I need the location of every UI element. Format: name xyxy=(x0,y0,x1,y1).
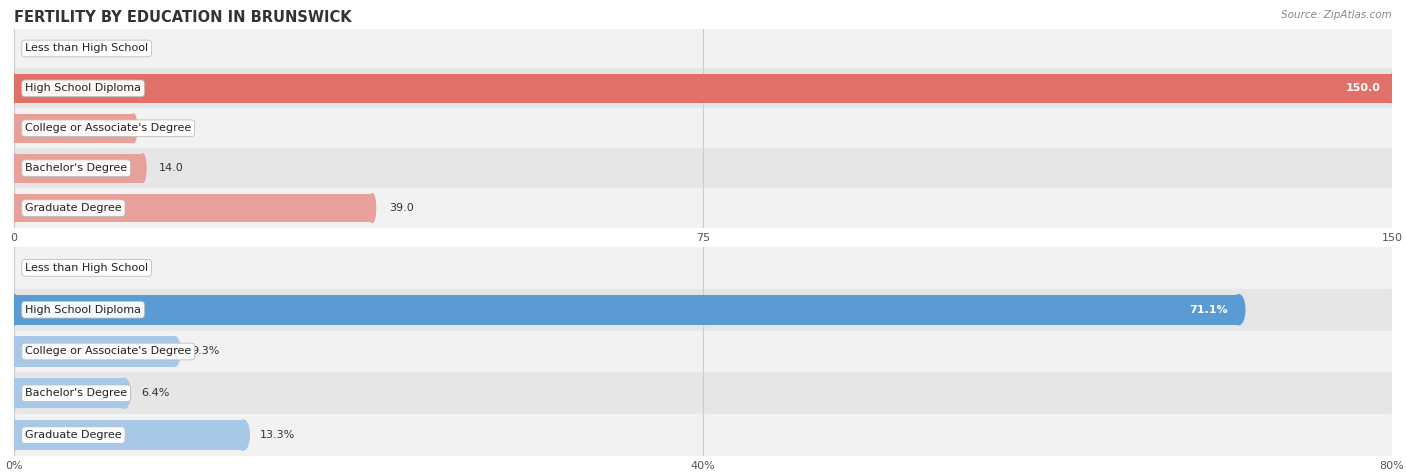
Bar xyxy=(14,289,1392,331)
Text: Less than High School: Less than High School xyxy=(25,43,148,54)
Bar xyxy=(14,114,134,142)
Text: Bachelor's Degree: Bachelor's Degree xyxy=(25,388,127,399)
Text: Less than High School: Less than High School xyxy=(25,263,148,273)
Circle shape xyxy=(11,74,17,103)
Text: High School Diploma: High School Diploma xyxy=(25,304,141,315)
Text: 13.3%: 13.3% xyxy=(260,430,295,440)
Text: 6.4%: 6.4% xyxy=(141,388,169,399)
Circle shape xyxy=(169,336,180,367)
Bar xyxy=(14,414,1392,456)
Text: Graduate Degree: Graduate Degree xyxy=(25,203,122,213)
Text: 9.3%: 9.3% xyxy=(191,346,219,357)
Bar xyxy=(14,247,1392,289)
Text: College or Associate's Degree: College or Associate's Degree xyxy=(25,346,191,357)
Circle shape xyxy=(8,420,20,450)
Circle shape xyxy=(11,154,17,182)
Text: High School Diploma: High School Diploma xyxy=(25,83,141,94)
Circle shape xyxy=(11,114,17,142)
Circle shape xyxy=(8,294,20,325)
Bar xyxy=(14,420,243,450)
Circle shape xyxy=(8,378,20,408)
Circle shape xyxy=(368,194,375,222)
Bar xyxy=(14,148,1392,188)
Text: 0.0: 0.0 xyxy=(31,43,48,54)
Text: 71.1%: 71.1% xyxy=(1189,304,1227,315)
Text: Source: ZipAtlas.com: Source: ZipAtlas.com xyxy=(1281,10,1392,19)
Circle shape xyxy=(238,420,249,450)
Bar xyxy=(14,108,1392,148)
Bar xyxy=(14,68,1392,108)
Circle shape xyxy=(118,378,131,408)
Circle shape xyxy=(131,114,136,142)
Bar xyxy=(14,154,142,182)
Bar xyxy=(14,194,373,222)
Text: 13.0: 13.0 xyxy=(150,123,174,133)
Bar xyxy=(14,74,1392,103)
Text: FERTILITY BY EDUCATION IN BRUNSWICK: FERTILITY BY EDUCATION IN BRUNSWICK xyxy=(14,10,352,25)
Bar xyxy=(14,372,1392,414)
Text: 14.0: 14.0 xyxy=(159,163,184,173)
Text: 0.0%: 0.0% xyxy=(31,263,59,273)
Bar xyxy=(14,28,1392,68)
Circle shape xyxy=(1233,294,1244,325)
Circle shape xyxy=(1389,74,1395,103)
Circle shape xyxy=(139,154,146,182)
Bar xyxy=(14,378,124,408)
Text: College or Associate's Degree: College or Associate's Degree xyxy=(25,123,191,133)
Text: Bachelor's Degree: Bachelor's Degree xyxy=(25,163,127,173)
Circle shape xyxy=(11,194,17,222)
Bar xyxy=(14,294,1239,325)
Bar xyxy=(14,331,1392,372)
Text: 150.0: 150.0 xyxy=(1346,83,1381,94)
Circle shape xyxy=(8,336,20,367)
Bar xyxy=(14,336,174,367)
Text: 39.0: 39.0 xyxy=(389,203,413,213)
Bar xyxy=(14,188,1392,228)
Text: Graduate Degree: Graduate Degree xyxy=(25,430,122,440)
